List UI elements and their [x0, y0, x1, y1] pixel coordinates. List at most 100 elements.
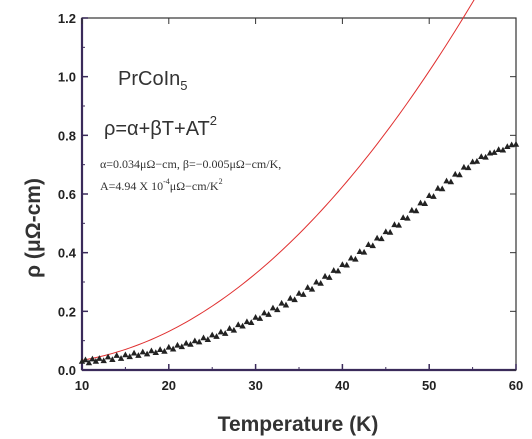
data-point [169, 345, 177, 352]
y-tick-label: 1.0 [58, 70, 76, 85]
data-point [343, 261, 350, 268]
data-point [126, 353, 133, 360]
data-point [92, 358, 100, 364]
data-point [100, 357, 107, 364]
data-point [130, 349, 138, 356]
compound-name: PrCoIn [118, 68, 180, 90]
data-point [382, 228, 389, 235]
data-point [395, 221, 403, 228]
compound-annotation: PrCoIn5 [118, 68, 187, 93]
data-point [187, 340, 194, 347]
data-point [135, 352, 142, 358]
data-point [261, 309, 268, 316]
params-line-1: α=0.034μΩ−cm, β=−0.005μΩ−cm/K, [100, 157, 281, 171]
data-point [386, 228, 394, 235]
params-a-exponent: -4 [163, 177, 170, 186]
data-point [156, 346, 164, 353]
data-point [491, 149, 498, 155]
data-point [465, 164, 472, 171]
fit-curve-layer [81, 0, 475, 361]
data-point [109, 356, 116, 362]
y-tick-label: 1.2 [58, 11, 76, 26]
data-point [291, 296, 298, 303]
data-point [174, 341, 181, 348]
data-point [369, 242, 376, 249]
data-point [460, 163, 468, 170]
fit-curve [81, 0, 475, 361]
y-axis-label: ρ (μΩ-cm) [22, 178, 45, 278]
data-point [96, 355, 103, 361]
data-point [78, 358, 86, 364]
y-tick-label: 0.2 [58, 304, 76, 319]
data-point [478, 153, 485, 160]
data-point [317, 279, 324, 286]
data-point [391, 221, 398, 228]
x-tick-label: 20 [162, 378, 176, 393]
y-axis-ticks: 0.0 0.2 0.4 0.6 0.8 1.0 1.2 [58, 11, 516, 378]
data-point [456, 171, 463, 178]
data-point [278, 299, 285, 306]
x-tick-label: 50 [422, 378, 436, 393]
x-tick-label: 60 [509, 378, 523, 393]
x-tick-label: 10 [75, 378, 89, 393]
data-point [195, 338, 203, 345]
data-point [235, 321, 242, 328]
data-point [439, 185, 446, 192]
data-point [165, 343, 172, 350]
x-tick-label: 40 [335, 378, 349, 393]
data-point [512, 140, 520, 147]
data-point [330, 267, 337, 273]
data-point [117, 355, 125, 361]
data-point [404, 214, 411, 221]
data-point [486, 149, 494, 156]
data-point [504, 143, 511, 150]
data-point [365, 241, 372, 248]
data-point [178, 343, 186, 350]
y-tick-label: 0.4 [58, 246, 77, 261]
data-point [308, 285, 316, 292]
x-axis-ticks: 10 20 30 40 50 60 [75, 18, 523, 393]
data-point [473, 157, 481, 164]
data-point [204, 336, 212, 343]
params-a-unit: μΩ−cm/K [170, 179, 219, 193]
data-point [430, 193, 437, 199]
x-axis-label: Temperature (K) [218, 413, 379, 436]
data-point [239, 322, 246, 329]
data-point [334, 267, 342, 274]
data-point [421, 200, 429, 206]
data-point [443, 177, 450, 184]
data-point [182, 339, 190, 346]
data-point [304, 284, 311, 290]
data-point [113, 352, 120, 358]
data-point [82, 356, 89, 363]
data-point [378, 235, 385, 242]
data-point [143, 350, 151, 357]
data-point [452, 170, 459, 177]
data-point [408, 206, 416, 213]
data-point [256, 315, 264, 321]
data-point [469, 158, 476, 165]
data-point [326, 274, 333, 280]
data-point [482, 153, 489, 160]
data-point [148, 347, 155, 354]
data-point [287, 294, 294, 301]
x-tick-label: 30 [248, 378, 262, 393]
data-point [230, 326, 238, 333]
data-point [191, 337, 199, 344]
data-point [412, 207, 420, 214]
data-point [222, 330, 229, 336]
y-tick-label: 0.8 [58, 128, 76, 143]
data-point [252, 314, 259, 320]
data-point [321, 272, 329, 279]
params-a-unit-superscript: 2 [219, 177, 223, 186]
data-point [269, 304, 277, 311]
data-point [243, 318, 251, 325]
data-point [265, 311, 272, 317]
formula-text: ρ=α+βT+AT [104, 118, 210, 140]
data-point [248, 319, 255, 326]
data-point [434, 184, 442, 191]
data-point [85, 359, 93, 366]
data-point [161, 348, 168, 354]
data-point [399, 214, 407, 221]
